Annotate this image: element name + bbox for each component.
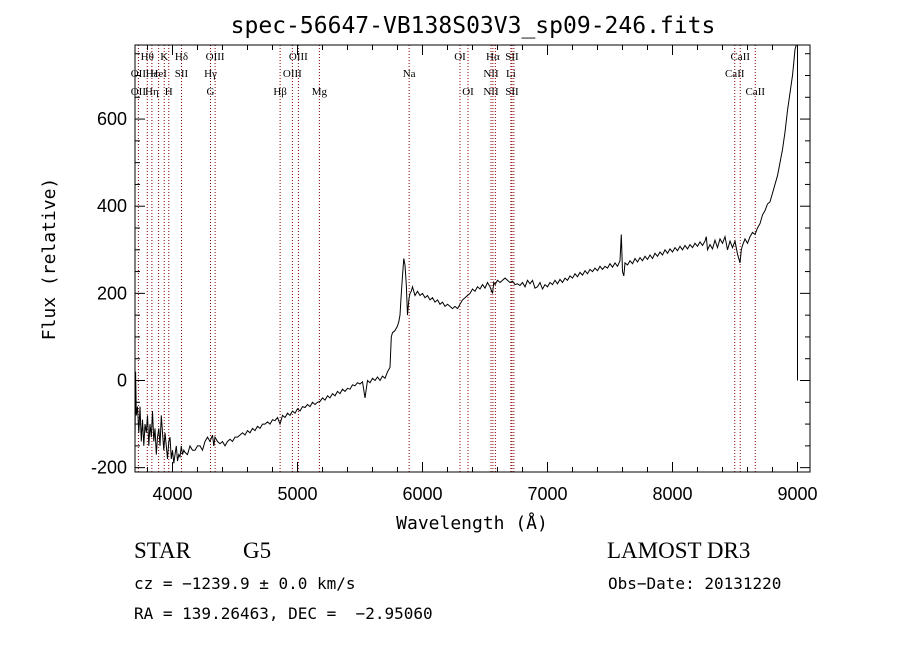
spectral-line-markers [137,45,756,472]
spectral-line-label: K [160,51,168,63]
tick-labels: 4000 5000 6000 7000 8000 9000 -200 0 200 400 600 [91,109,818,504]
spectral-line-label: CaII [730,51,750,63]
spectral-line-label: Mg [312,86,328,98]
spectral-line-label: CaII [745,86,765,98]
y-tick-label: 600 [97,109,127,129]
spectral-line-label: G [207,86,215,98]
spectral-line-label: OI [462,86,474,98]
spectral-line-label: CaII [725,68,745,80]
spectral-line-label: Hγ [204,68,217,80]
spectral-line-label: OIII [289,51,308,63]
spectral-line-label: Hθ [141,51,154,63]
x-tick-label: 6000 [402,484,442,504]
spectral-line-label: OIII [283,68,302,80]
spectral-line-label: Hδ [175,51,188,63]
plot-frame [134,44,811,473]
spectral-line-label: NII [483,68,499,80]
spectral-line-label: H [165,86,173,98]
x-tick-label: 8000 [652,484,692,504]
flux-series-line [134,44,797,464]
y-tick-label: 200 [97,283,127,303]
spectral-line-labels: OII OII Hθ Hε Hη HeI K H Hδ SII Hγ G OIII Hβ OIII OIII M… [131,51,766,98]
spectral-line-label: Na [403,68,416,80]
y-axis-label: Flux (relative) [39,178,60,341]
x-tick-label: 9000 [777,484,817,504]
spectral-line-label: OI [454,51,466,63]
coordinates: RA = 139.26463, DEC = −2.95060 [134,604,433,623]
y-tick-label: -200 [91,458,127,478]
spectral-line-label: Hε [146,68,159,80]
spectral-line-label: HeI [150,68,167,80]
object-class: STAR [134,538,191,563]
spectral-line-label: SII [175,68,189,80]
spectral-line-label: Hα [486,51,500,63]
spectral-line-label: NII [483,86,499,98]
spectral-line-label: OII [131,68,147,80]
axis-ticks [135,45,810,472]
spectral-line-label: SII [505,86,519,98]
redshift-velocity: cz = −1239.9 ± 0.0 km/s [134,574,356,593]
y-tick-label: 0 [117,371,127,391]
spectral-line-label: OII [131,86,147,98]
spectral-line-label: Hβ [273,86,287,98]
spectral-line-label: Li [506,68,516,80]
observation-date: Obs−Date: 20131220 [608,574,782,593]
x-tick-label: 5000 [277,484,317,504]
survey-name: LAMOST DR3 [607,538,751,563]
x-tick-label: 7000 [527,484,567,504]
x-axis-label: Wavelength (Å) [396,512,548,534]
x-tick-label: 4000 [152,484,192,504]
spectral-line-label: Hη [145,86,159,98]
chart-title: spec-56647-VB138S03V3_sp09-246.fits [231,13,716,39]
y-tick-label: 400 [97,196,127,216]
object-subclass: G5 [243,538,272,563]
spectral-line-label: SII [505,51,519,63]
spectral-line-label: OIII [206,51,225,63]
